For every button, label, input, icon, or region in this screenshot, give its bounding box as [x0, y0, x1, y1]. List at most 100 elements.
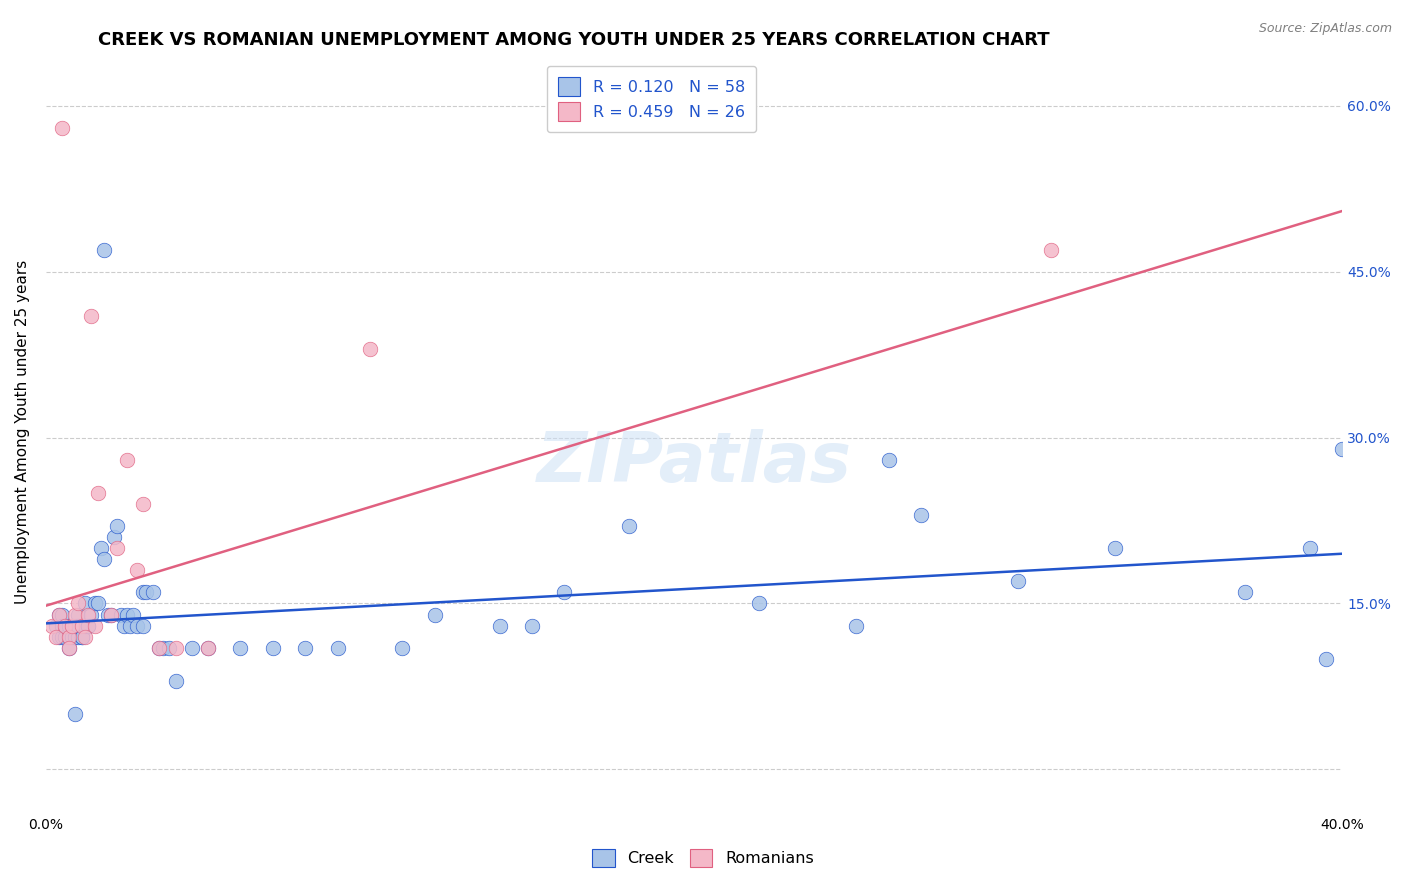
Point [359, 342, 381, 356]
Point [48, 607, 70, 622]
Point [845, 618, 868, 632]
Point [63, 630, 86, 644]
Point [229, 640, 252, 655]
Point [1234, 585, 1257, 599]
Point [197, 640, 219, 655]
Point [100, 607, 122, 622]
Point [63, 607, 86, 622]
Point [51, 607, 73, 622]
Point [93, 243, 115, 257]
Point [51, 630, 73, 644]
Point [391, 640, 413, 655]
Point [80, 607, 103, 622]
Point [877, 452, 900, 467]
Point [58, 640, 80, 655]
Point [48, 607, 70, 622]
Point [112, 618, 135, 632]
Point [910, 508, 932, 522]
Point [132, 497, 155, 511]
Point [115, 452, 138, 467]
Point [41, 618, 63, 632]
Point [152, 640, 174, 655]
Point [180, 640, 202, 655]
Legend: Creek, Romanians: Creek, Romanians [585, 840, 821, 875]
Point [110, 607, 132, 622]
Point [294, 640, 316, 655]
Point [55, 618, 77, 632]
Point [67, 607, 90, 622]
Point [55, 630, 77, 644]
Point [165, 640, 187, 655]
Point [67, 630, 90, 644]
Point [165, 673, 187, 688]
Point [83, 597, 105, 611]
Point [45, 618, 67, 632]
Point [1039, 243, 1062, 257]
Point [100, 607, 122, 622]
Y-axis label: Unemployment Among Youth under 25 years: Unemployment Among Youth under 25 years [15, 260, 30, 604]
Text: ZIPatlas: ZIPatlas [537, 429, 852, 496]
Point [1299, 541, 1322, 556]
Point [748, 597, 770, 611]
Point [58, 630, 80, 644]
Point [51, 121, 73, 136]
Point [122, 607, 145, 622]
Point [70, 618, 93, 632]
Point [553, 585, 575, 599]
Point [619, 519, 641, 533]
Point [67, 597, 90, 611]
Point [520, 618, 543, 632]
Point [70, 630, 93, 644]
Point [135, 585, 157, 599]
Point [148, 640, 170, 655]
Point [197, 640, 219, 655]
Point [125, 618, 148, 632]
Point [125, 563, 148, 577]
Point [142, 585, 165, 599]
Point [115, 607, 138, 622]
Point [63, 706, 86, 721]
Point [423, 607, 446, 622]
Point [488, 618, 510, 632]
Point [1104, 541, 1126, 556]
Point [1315, 652, 1337, 666]
Point [105, 541, 128, 556]
Point [51, 618, 73, 632]
Point [48, 630, 70, 644]
Point [148, 640, 170, 655]
Point [60, 630, 83, 644]
Point [83, 618, 105, 632]
Point [73, 597, 96, 611]
Point [67, 618, 90, 632]
Point [73, 630, 96, 644]
Point [77, 618, 100, 632]
Point [262, 640, 284, 655]
Point [157, 640, 180, 655]
Point [60, 618, 83, 632]
Point [93, 552, 115, 566]
Point [90, 541, 112, 556]
Point [80, 309, 103, 323]
Point [1007, 574, 1029, 589]
Point [58, 640, 80, 655]
Point [45, 630, 67, 644]
Point [87, 597, 110, 611]
Point [55, 618, 77, 632]
Text: Source: ZipAtlas.com: Source: ZipAtlas.com [1258, 22, 1392, 36]
Point [1331, 442, 1354, 456]
Point [60, 618, 83, 632]
Point [70, 630, 93, 644]
Text: CREEK VS ROMANIAN UNEMPLOYMENT AMONG YOUTH UNDER 25 YEARS CORRELATION CHART: CREEK VS ROMANIAN UNEMPLOYMENT AMONG YOU… [98, 31, 1050, 49]
Point [132, 618, 155, 632]
Point [103, 530, 125, 544]
Point [120, 618, 142, 632]
Point [77, 607, 100, 622]
Legend: R = 0.120   N = 58, R = 0.459   N = 26: R = 0.120 N = 58, R = 0.459 N = 26 [547, 66, 756, 132]
Point [87, 486, 110, 500]
Point [73, 618, 96, 632]
Point [58, 618, 80, 632]
Point [326, 640, 349, 655]
Point [63, 618, 86, 632]
Point [77, 618, 100, 632]
Point [105, 519, 128, 533]
